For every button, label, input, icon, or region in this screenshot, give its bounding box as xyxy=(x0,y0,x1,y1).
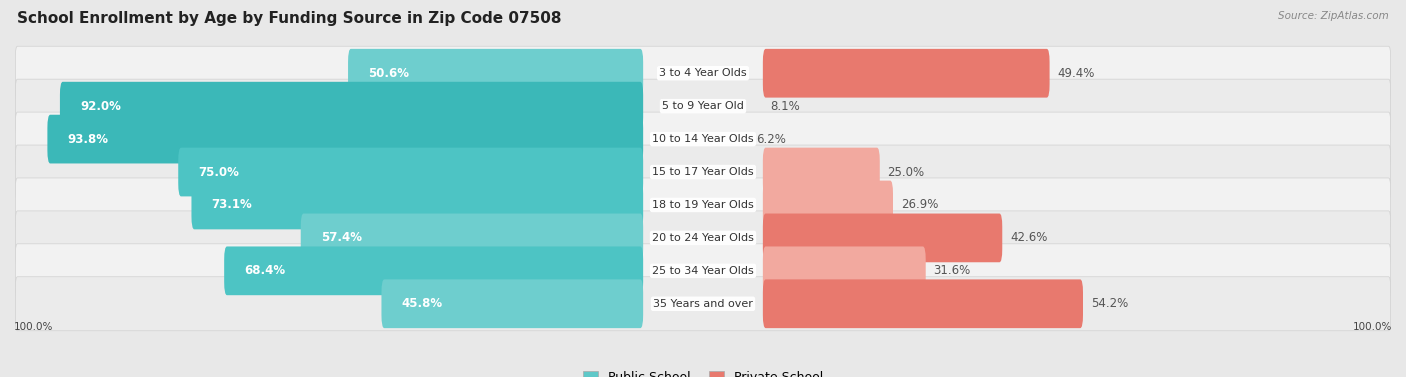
Legend: Public School, Private School: Public School, Private School xyxy=(578,366,828,377)
FancyBboxPatch shape xyxy=(349,49,643,98)
Text: 35 Years and over: 35 Years and over xyxy=(652,299,754,309)
FancyBboxPatch shape xyxy=(301,213,643,262)
Text: 45.8%: 45.8% xyxy=(402,297,443,310)
Text: 18 to 19 Year Olds: 18 to 19 Year Olds xyxy=(652,200,754,210)
FancyBboxPatch shape xyxy=(763,49,1050,98)
Text: 15 to 17 Year Olds: 15 to 17 Year Olds xyxy=(652,167,754,177)
FancyBboxPatch shape xyxy=(15,211,1391,265)
Text: 8.1%: 8.1% xyxy=(770,100,800,113)
Text: Source: ZipAtlas.com: Source: ZipAtlas.com xyxy=(1278,11,1389,21)
FancyBboxPatch shape xyxy=(15,178,1391,232)
Text: 92.0%: 92.0% xyxy=(80,100,121,113)
Text: 57.4%: 57.4% xyxy=(321,231,361,244)
FancyBboxPatch shape xyxy=(763,213,1002,262)
FancyBboxPatch shape xyxy=(763,247,925,295)
FancyBboxPatch shape xyxy=(15,277,1391,331)
Text: 25.0%: 25.0% xyxy=(887,166,925,179)
Text: 93.8%: 93.8% xyxy=(67,133,108,146)
Text: 68.4%: 68.4% xyxy=(245,264,285,277)
Text: 49.4%: 49.4% xyxy=(1057,67,1095,80)
Text: 73.1%: 73.1% xyxy=(212,198,253,211)
Text: 10 to 14 Year Olds: 10 to 14 Year Olds xyxy=(652,134,754,144)
FancyBboxPatch shape xyxy=(763,181,893,229)
FancyBboxPatch shape xyxy=(15,46,1391,100)
Text: 3 to 4 Year Olds: 3 to 4 Year Olds xyxy=(659,68,747,78)
Text: 31.6%: 31.6% xyxy=(934,264,970,277)
FancyBboxPatch shape xyxy=(60,82,643,130)
FancyBboxPatch shape xyxy=(179,148,643,196)
FancyBboxPatch shape xyxy=(15,145,1391,199)
FancyBboxPatch shape xyxy=(763,148,880,196)
Text: School Enrollment by Age by Funding Source in Zip Code 07508: School Enrollment by Age by Funding Sour… xyxy=(17,11,561,26)
Text: 25 to 34 Year Olds: 25 to 34 Year Olds xyxy=(652,266,754,276)
Text: 6.2%: 6.2% xyxy=(756,133,786,146)
FancyBboxPatch shape xyxy=(191,181,643,229)
FancyBboxPatch shape xyxy=(763,279,1083,328)
Text: 20 to 24 Year Olds: 20 to 24 Year Olds xyxy=(652,233,754,243)
FancyBboxPatch shape xyxy=(48,115,643,164)
FancyBboxPatch shape xyxy=(381,279,643,328)
FancyBboxPatch shape xyxy=(15,244,1391,298)
FancyBboxPatch shape xyxy=(224,247,643,295)
Text: 26.9%: 26.9% xyxy=(901,198,938,211)
FancyBboxPatch shape xyxy=(15,112,1391,166)
FancyBboxPatch shape xyxy=(15,79,1391,133)
Text: 42.6%: 42.6% xyxy=(1010,231,1047,244)
Text: 100.0%: 100.0% xyxy=(14,322,53,333)
Text: 54.2%: 54.2% xyxy=(1091,297,1128,310)
Text: 50.6%: 50.6% xyxy=(368,67,409,80)
Text: 100.0%: 100.0% xyxy=(1353,322,1392,333)
Text: 5 to 9 Year Old: 5 to 9 Year Old xyxy=(662,101,744,111)
Text: 75.0%: 75.0% xyxy=(198,166,239,179)
